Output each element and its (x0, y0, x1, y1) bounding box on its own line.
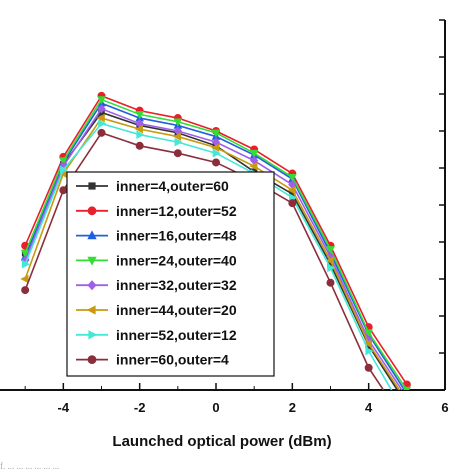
data-point (288, 173, 297, 183)
data-point (98, 119, 107, 128)
data-point (136, 130, 145, 139)
legend-box (66, 171, 275, 377)
legend-marker (88, 330, 98, 340)
data-point (287, 185, 296, 195)
legend-label: inner=32,outer=32 (116, 277, 237, 293)
data-point (327, 263, 336, 273)
legend-label: inner=52,outer=12 (116, 327, 237, 343)
data-point (364, 363, 373, 372)
legend-marker (86, 305, 96, 315)
data-point (404, 402, 410, 408)
x-axis-ticks: -4 -2 0 2 4 6 (24, 383, 449, 415)
data-point (21, 259, 30, 269)
data-point (404, 412, 411, 419)
data-point (212, 148, 221, 158)
legend-marker (87, 230, 97, 240)
x-tick-label: 0 (212, 400, 219, 415)
data-point (97, 104, 106, 114)
data-point (97, 128, 106, 137)
legend-item: inner=12,outer=52 (76, 203, 237, 219)
legend-label: inner=4,outer=60 (116, 178, 229, 194)
data-point (20, 249, 30, 258)
legend-item: inner=52,outer=12 (76, 327, 237, 343)
data-point (96, 113, 105, 123)
x-tick-label: -4 (58, 400, 70, 415)
data-point (326, 246, 335, 255)
data-point (134, 124, 143, 134)
legend-item: inner=32,outer=32 (76, 277, 237, 293)
x-tick-label: 4 (365, 400, 373, 415)
data-point (97, 96, 106, 105)
data-point (365, 346, 374, 356)
figure-caption: f. ... ... ... ... ... ... (0, 461, 60, 471)
legend-item: inner=24,outer=40 (76, 252, 237, 268)
data-point (325, 256, 334, 265)
data-point (249, 161, 258, 171)
data-point (211, 143, 220, 152)
data-point (60, 165, 69, 175)
right-axis-ticks (439, 19, 445, 391)
legend-item: inner=4,outer=60 (76, 178, 229, 194)
data-point (211, 129, 221, 138)
data-point (135, 141, 144, 150)
legend-item: inner=60,outer=4 (76, 352, 229, 368)
x-axis-label: Launched optical power (dBm) (112, 433, 331, 450)
data-point (326, 278, 335, 287)
legend-marker (88, 182, 96, 190)
data-point (173, 149, 182, 158)
data-point (173, 132, 182, 141)
data-point (249, 149, 259, 159)
legend-label: inner=12,outer=52 (116, 203, 237, 219)
x-tick-label: 6 (441, 400, 448, 415)
data-point (135, 111, 144, 120)
data-point (59, 186, 68, 195)
data-point (403, 422, 410, 429)
data-point (402, 386, 412, 390)
legend-item: inner=16,outer=48 (76, 228, 237, 244)
data-point (174, 137, 183, 147)
legend-marker (87, 280, 97, 291)
data-point (20, 274, 29, 284)
legend-label: inner=16,outer=48 (116, 228, 237, 244)
legend-label: inner=60,outer=4 (116, 352, 229, 368)
legend-label: inner=44,outer=20 (116, 302, 237, 318)
data-point (288, 199, 297, 208)
data-point (363, 339, 372, 349)
data-point (173, 118, 183, 127)
legend-label: inner=24,outer=40 (116, 252, 237, 268)
x-tick-label: -2 (134, 400, 146, 415)
legend-marker (87, 206, 97, 216)
data-point (21, 286, 30, 295)
legend-marker (87, 256, 97, 266)
legend-marker (87, 355, 97, 365)
data-point (403, 398, 410, 405)
x-tick-label: 2 (289, 400, 296, 415)
data-point (364, 329, 373, 338)
series-4 (20, 96, 412, 390)
legend: inner=4,outer=60 inner=12,outer=52 inner=1… (66, 171, 275, 377)
legend-item: inner=44,outer=20 (76, 302, 237, 318)
data-point (211, 158, 220, 167)
data-point (403, 393, 410, 401)
data-point (59, 157, 68, 166)
